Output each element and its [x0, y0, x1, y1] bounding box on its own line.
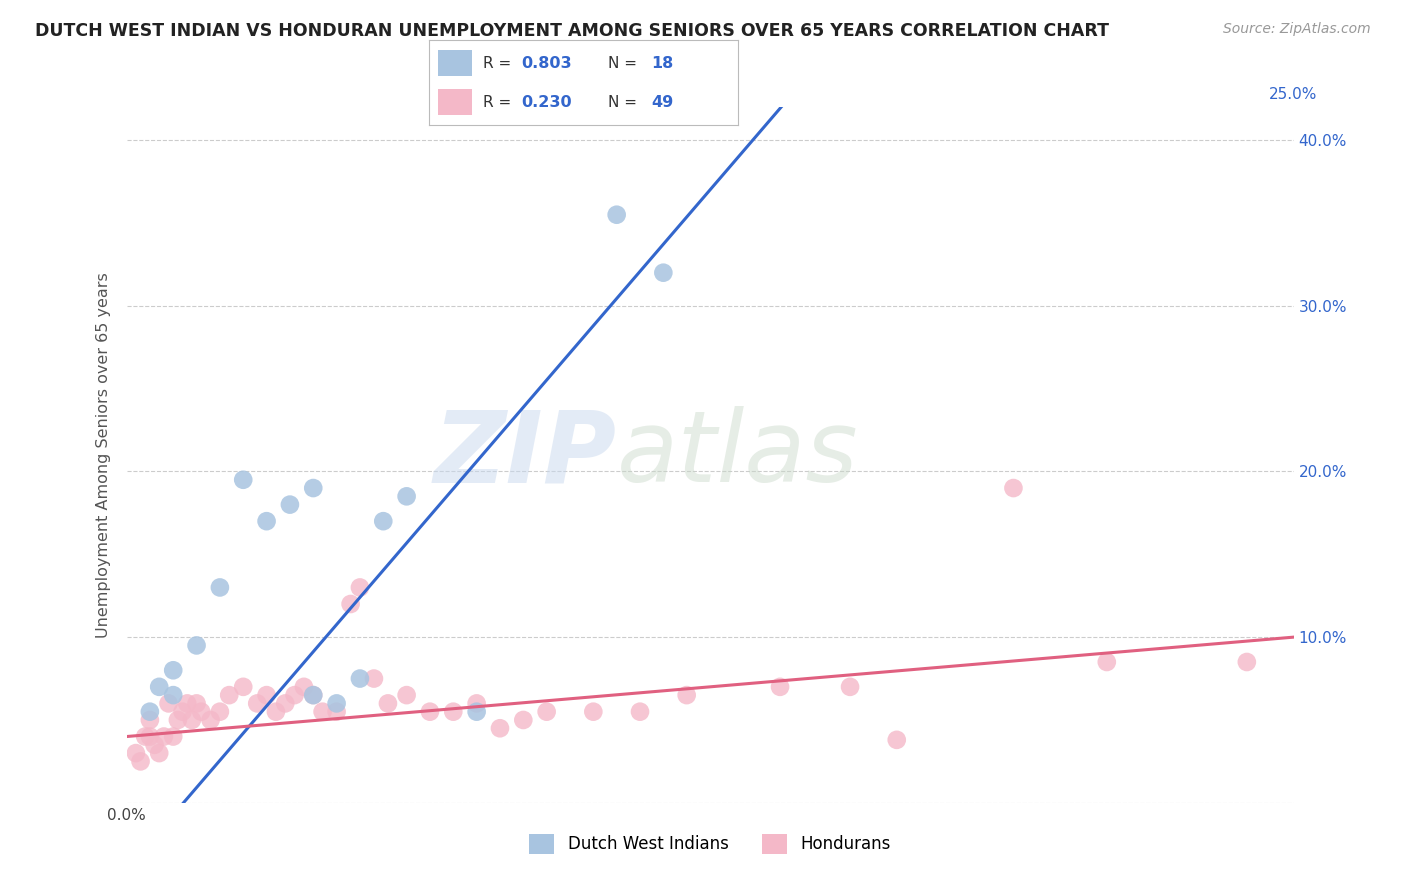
Text: 18: 18	[651, 55, 673, 70]
Point	[441, 705, 464, 719]
Point	[769, 680, 792, 694]
Text: 0.803: 0.803	[522, 55, 572, 70]
Point	[339, 597, 361, 611]
Point	[325, 705, 347, 719]
Point	[256, 514, 278, 528]
Text: 49: 49	[651, 95, 673, 110]
Point	[377, 697, 399, 711]
Point	[139, 730, 162, 744]
Point	[1095, 655, 1118, 669]
Point	[652, 266, 675, 280]
Point	[148, 680, 170, 694]
Text: DUTCH WEST INDIAN VS HONDURAN UNEMPLOYMENT AMONG SENIORS OVER 65 YEARS CORRELATI: DUTCH WEST INDIAN VS HONDURAN UNEMPLOYME…	[35, 22, 1109, 40]
Point	[139, 705, 162, 719]
Text: N =: N =	[609, 55, 643, 70]
Point	[1002, 481, 1025, 495]
Point	[208, 705, 231, 719]
Point	[582, 705, 605, 719]
Point	[278, 498, 301, 512]
Point	[162, 663, 184, 677]
Point	[139, 713, 162, 727]
Text: atlas: atlas	[617, 407, 858, 503]
Point	[363, 672, 385, 686]
Bar	[439, 89, 472, 115]
Point	[232, 473, 254, 487]
Point	[148, 746, 170, 760]
Text: 0.230: 0.230	[522, 95, 572, 110]
Point	[186, 697, 208, 711]
Point	[200, 713, 222, 727]
Point	[186, 639, 208, 653]
Point	[172, 705, 194, 719]
Point	[274, 697, 297, 711]
Point	[536, 705, 558, 719]
Point	[311, 705, 333, 719]
Legend: Dutch West Indians, Hondurans: Dutch West Indians, Hondurans	[523, 827, 897, 861]
Text: R =: R =	[484, 55, 516, 70]
Point	[395, 688, 418, 702]
Point	[153, 730, 176, 744]
Point	[162, 730, 184, 744]
Point	[129, 755, 152, 769]
Point	[302, 688, 325, 702]
Bar	[439, 50, 472, 76]
Point	[284, 688, 307, 702]
Text: R =: R =	[484, 95, 516, 110]
Point	[190, 705, 212, 719]
Point	[606, 208, 628, 222]
Point	[512, 713, 534, 727]
Point	[395, 489, 418, 503]
Point	[180, 713, 202, 727]
Point	[218, 688, 240, 702]
Point	[302, 481, 325, 495]
Point	[675, 688, 697, 702]
Point	[886, 732, 908, 747]
Point	[256, 688, 278, 702]
Point	[143, 738, 166, 752]
Point	[349, 581, 371, 595]
Point	[292, 680, 315, 694]
Point	[162, 688, 184, 702]
Text: N =: N =	[609, 95, 643, 110]
Text: ZIP: ZIP	[433, 407, 617, 503]
Point	[419, 705, 441, 719]
Point	[167, 713, 190, 727]
Point	[325, 697, 347, 711]
Point	[465, 705, 488, 719]
Point	[1236, 655, 1258, 669]
Text: Source: ZipAtlas.com: Source: ZipAtlas.com	[1223, 22, 1371, 37]
Point	[176, 697, 198, 711]
Point	[489, 721, 512, 735]
Point	[839, 680, 862, 694]
Point	[157, 697, 180, 711]
Point	[628, 705, 651, 719]
Point	[264, 705, 287, 719]
Y-axis label: Unemployment Among Seniors over 65 years: Unemployment Among Seniors over 65 years	[96, 272, 111, 638]
Point	[302, 688, 325, 702]
Point	[246, 697, 269, 711]
Point	[465, 697, 488, 711]
Point	[349, 672, 371, 686]
Point	[134, 730, 156, 744]
Point	[125, 746, 148, 760]
Point	[232, 680, 254, 694]
Point	[373, 514, 395, 528]
Point	[208, 581, 231, 595]
